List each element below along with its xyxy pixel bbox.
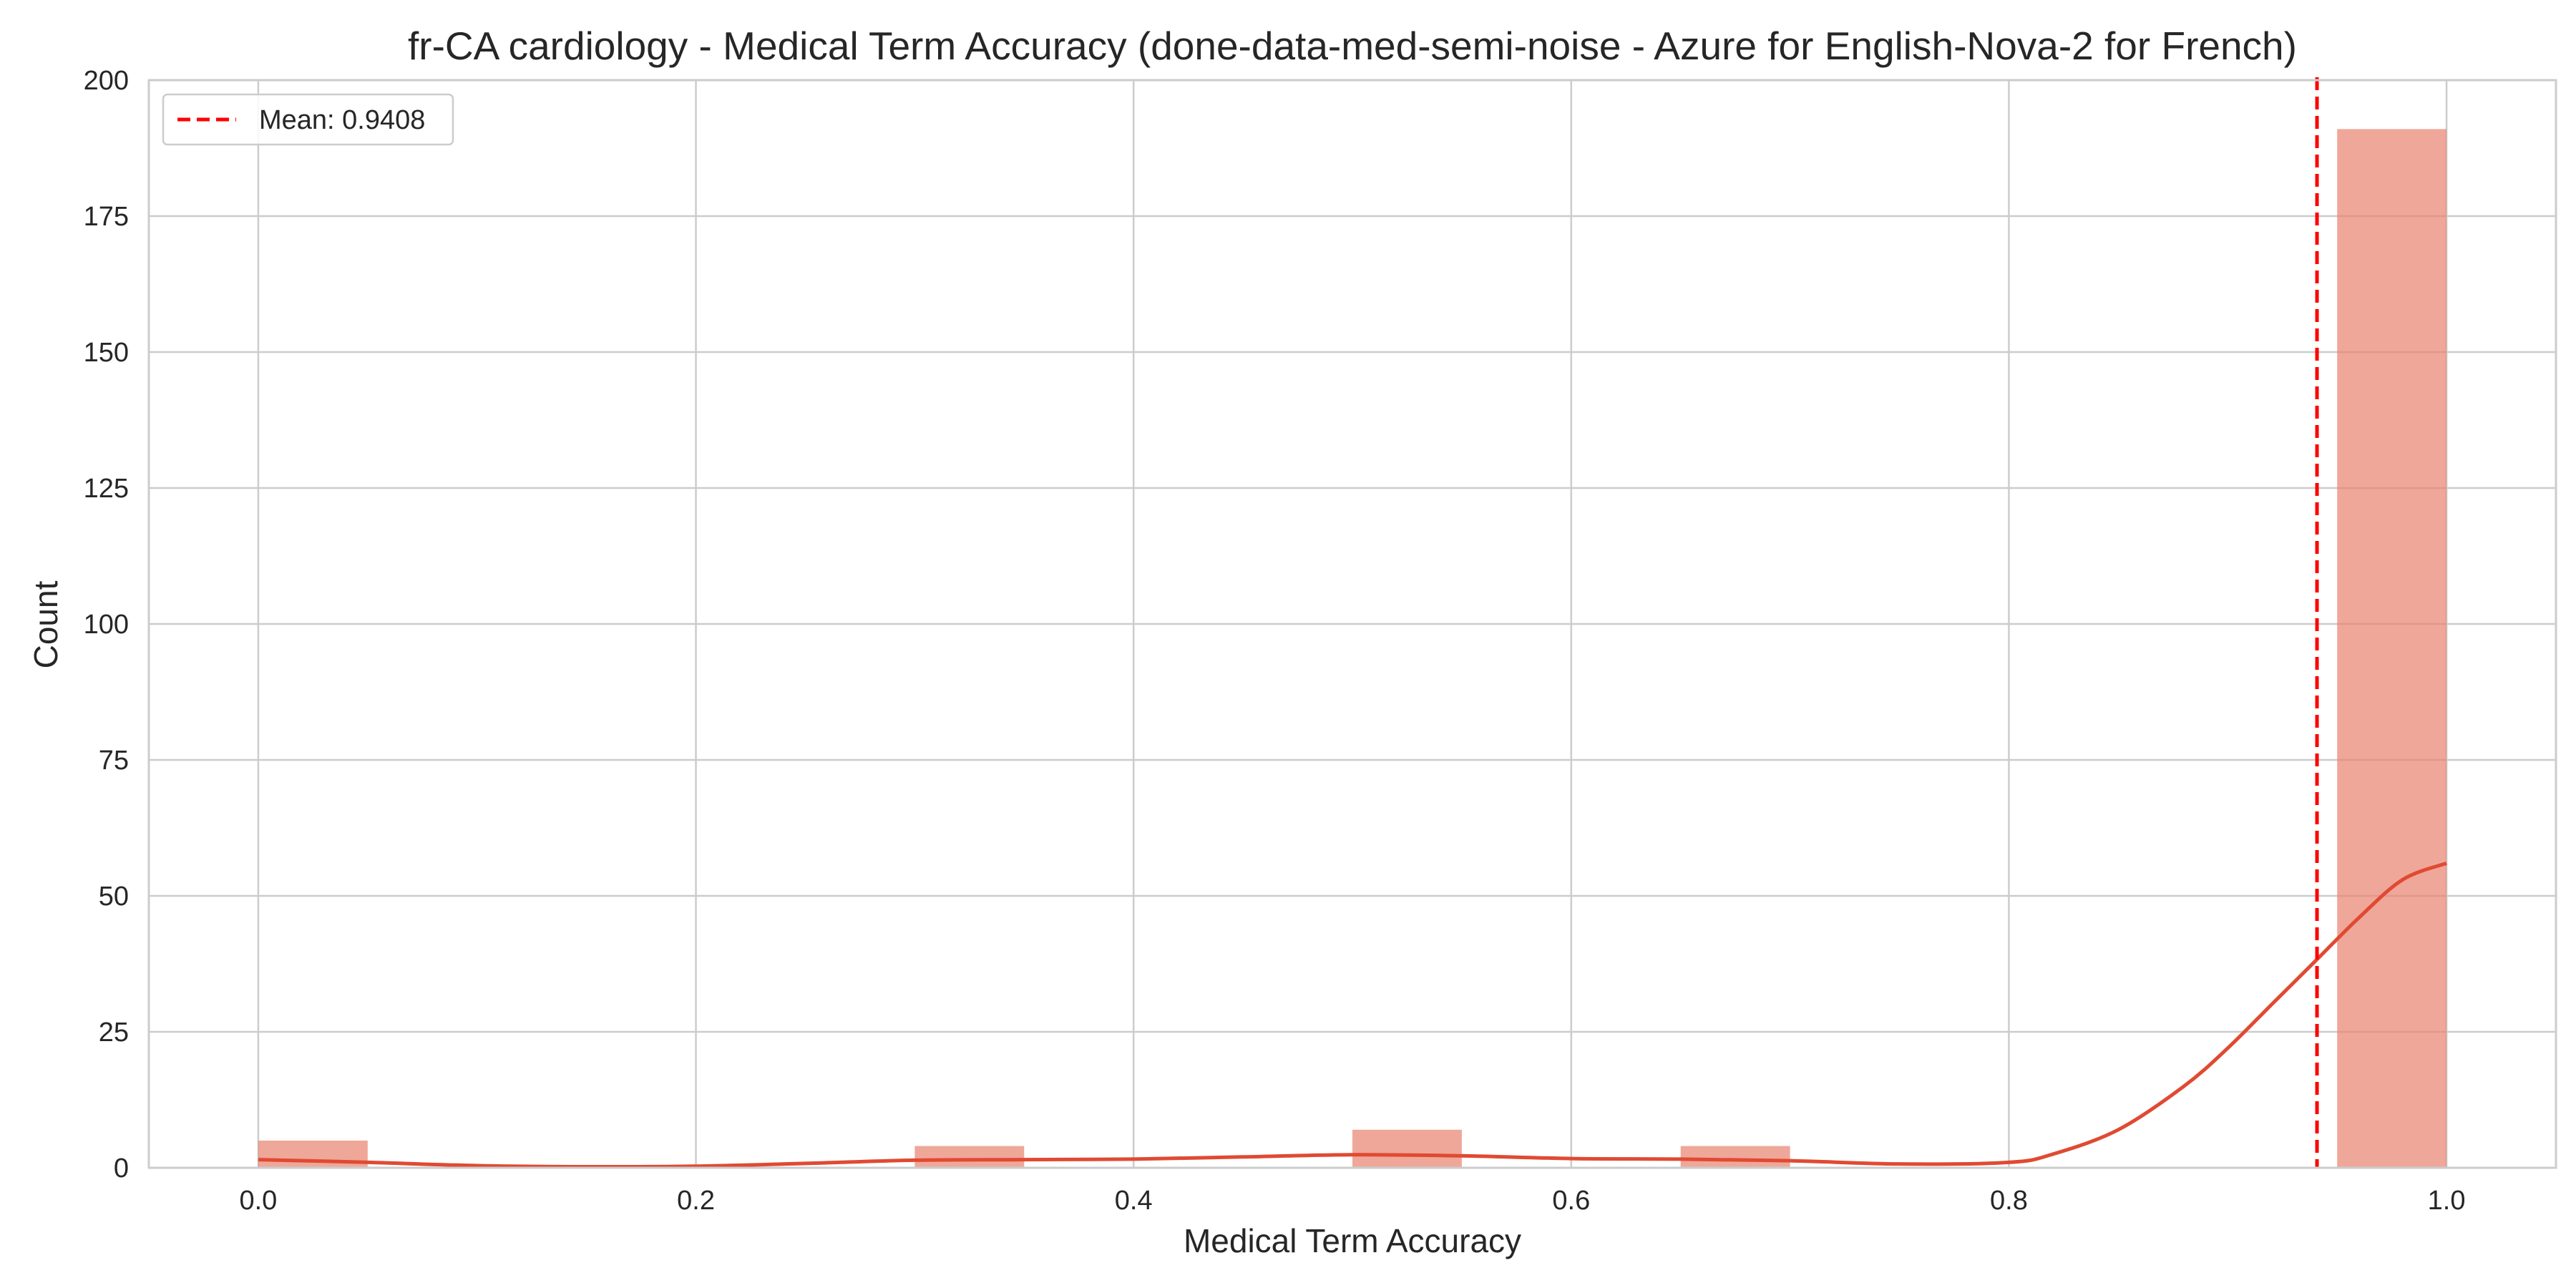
y-axis-label: Count [27, 580, 64, 668]
y-tick-label: 75 [99, 746, 129, 776]
plot-frame [147, 79, 2557, 1169]
x-tick-label: 0.6 [1552, 1186, 1590, 1216]
histogram-bar [2337, 129, 2447, 1168]
x-tick-label: 0.2 [677, 1186, 715, 1216]
histogram-bar [1680, 1146, 1790, 1168]
plot-area: 0.0 0.2 0.4 0.6 0.8 1.0 0 25 50 75 100 125 150 175 200… [84, 66, 2557, 1216]
kde-curve [258, 862, 2447, 1169]
x-tick-label: 0.8 [1990, 1186, 2028, 1216]
x-tick-label: 0.0 [239, 1186, 277, 1216]
legend-label: Mean: 0.9408 [259, 105, 425, 135]
histogram-bar [914, 1146, 1025, 1168]
y-tick-label: 0 [114, 1153, 129, 1184]
histogram-bar [1352, 1129, 1462, 1168]
y-tick-label: 25 [99, 1018, 129, 1048]
y-tick-label: 200 [84, 66, 129, 96]
x-axis-label: Medical Term Accuracy [1184, 1222, 1521, 1259]
y-tick-label: 175 [84, 202, 129, 232]
y-tick-label: 100 [84, 610, 129, 640]
y-tick-label: 50 [99, 882, 129, 912]
x-tick-label: 0.4 [1115, 1186, 1153, 1216]
legend-box [162, 93, 454, 146]
chart-title: fr-CA cardiology - Medical Term Accuracy… [408, 24, 2297, 68]
y-tick-label: 125 [84, 474, 129, 504]
y-tick-label: 150 [84, 338, 129, 368]
x-tick-label: 1.0 [2428, 1186, 2466, 1216]
